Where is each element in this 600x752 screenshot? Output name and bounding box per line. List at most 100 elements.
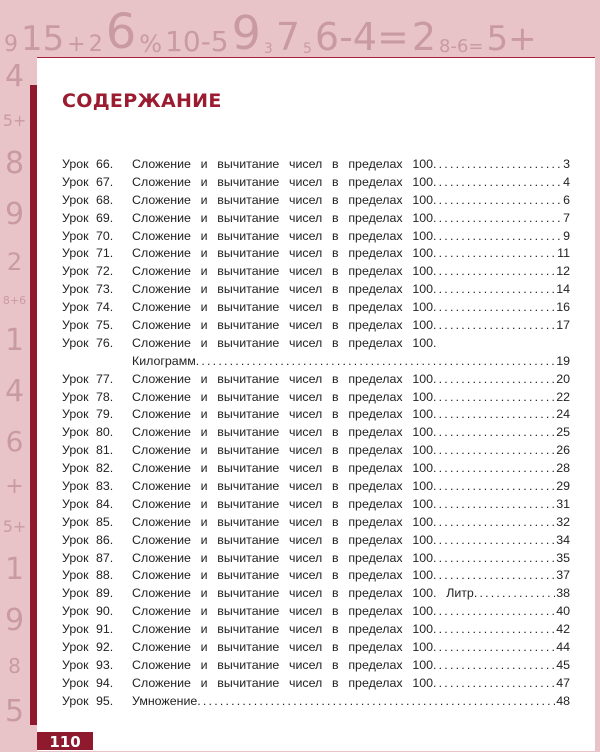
lesson-title: Сложение и вычитание чисел в пределах 10… [132, 228, 434, 243]
lesson-title: Сложение и вычитание чисел в пределах 10… [132, 657, 434, 672]
decor-number: 5+ [486, 19, 537, 59]
page-ref: 28 [556, 461, 570, 476]
lesson-title: Сложение и вычитание чисел в пределах 10… [132, 479, 434, 494]
toc-entry[interactable]: Урок 84. Сложение и вычитание чисел в пре… [62, 496, 570, 514]
toc-entry[interactable]: Урок 90. Сложение и вычитание чисел в пре… [62, 603, 570, 621]
toc-entry[interactable]: Урок 68. Сложение и вычитание чисел в пре… [62, 192, 570, 210]
dot-leader [433, 281, 555, 299]
dot-leader [433, 442, 555, 460]
decor-number: 2 [411, 15, 437, 59]
decor-number: 9 [4, 602, 25, 638]
lesson-label: Урок 87. [62, 550, 114, 565]
lesson-title: Сложение и вычитание чисел в пределах 10… [132, 640, 434, 655]
lesson-title: Сложение и вычитание чисел в пределах 10… [132, 532, 434, 547]
page-ref: 14 [556, 282, 570, 297]
dot-leader [433, 371, 555, 389]
decor-number: 5+ [2, 516, 27, 536]
toc-entry[interactable]: Урок 95. Умножение 48 [62, 693, 570, 711]
dot-leader [433, 496, 555, 514]
toc-entry[interactable]: Урок 89. Сложение и вычитание чисел в пре… [62, 585, 570, 603]
toc-entry[interactable]: Урок 82. Сложение и вычитание чисел в пре… [62, 460, 570, 478]
indent [62, 353, 132, 371]
toc-entry[interactable]: Урок 91. Сложение и вычитание чисел в пре… [62, 621, 570, 639]
toc-entry[interactable]: Урок 73. Сложение и вычитание чисел в пре… [62, 281, 570, 299]
toc-entry[interactable]: Урок 88. Сложение и вычитание чисел в пре… [62, 567, 570, 585]
lesson-label: Урок 69. [62, 210, 114, 225]
page-ref: 24 [556, 407, 570, 422]
lesson-title: Сложение и вычитание чисел в пределах 10… [132, 264, 434, 279]
toc-entry[interactable]: Урок 81. Сложение и вычитание чисел в пре… [62, 442, 570, 460]
lesson-title: Сложение и вычитание чисел в пределах 10… [132, 157, 434, 171]
toc-entry[interactable]: Урок 93. Сложение и вычитание чисел в пре… [62, 657, 570, 675]
page-ref: 47 [556, 675, 570, 690]
toc-entry[interactable]: Урок 94. Сложение и вычитание чисел в пре… [62, 675, 570, 693]
lesson-label: Урок 68. [62, 192, 114, 207]
lesson-label: Урок 77. [62, 371, 114, 386]
dot-leader [433, 210, 562, 228]
page-ref: 3 [563, 157, 570, 171]
decor-number: 6-4= [314, 15, 409, 59]
lesson-label: Урок 93. [62, 657, 114, 672]
dot-leader [433, 621, 555, 639]
toc-entry[interactable]: Урок 92. Сложение и вычитание чисел в пре… [62, 639, 570, 657]
lesson-title: Сложение и вычитание чисел в пределах 10… [132, 300, 434, 315]
toc-entry[interactable]: Урок 77. Сложение и вычитание чисел в пре… [62, 371, 570, 389]
toc-entry[interactable]: Урок 69. Сложение и вычитание чисел в пре… [62, 210, 570, 228]
toc-entry[interactable]: Урок 87. Сложение и вычитание чисел в пре… [62, 550, 570, 568]
toc-entry[interactable]: Урок 71. Сложение и вычитание чисел в пре… [62, 245, 570, 263]
background-numbers-left: 4 5+ 8 9 2 8+6 1 4 6 +5+ 1 9 8 5 [0, 62, 29, 727]
toc-entry-continuation[interactable]: Килограмм 19 [62, 353, 570, 371]
page-ref: 12 [556, 264, 570, 279]
dot-leader [197, 693, 555, 711]
toc-entry[interactable]: Урок 66. Сложение и вычитание чисел в пре… [62, 156, 570, 174]
page-ref: 40 [556, 604, 570, 619]
toc-entry[interactable]: Урок 83. Сложение и вычитание чисел в пре… [62, 478, 570, 496]
lesson-title: Сложение и вычитание чисел в пределах 10… [132, 210, 434, 225]
toc-entry[interactable]: Урок 78. Сложение и вычитание чисел в пре… [62, 389, 570, 407]
decor-number: 9 [4, 196, 25, 232]
lesson-label: Урок 85. [62, 514, 114, 529]
toc-entry[interactable]: Урок 74. Сложение и вычитание чисел в пре… [62, 299, 570, 317]
dot-leader [433, 460, 555, 478]
toc-entry[interactable]: Урок 72. Сложение и вычитание чисел в пре… [62, 263, 570, 281]
lesson-label: Урок 83. [62, 479, 114, 494]
lesson-label: Урок 92. [62, 640, 114, 655]
decor-number: 4 [4, 373, 25, 409]
toc-entry[interactable]: Урок 76. Сложение и вычитание чисел в пре… [62, 335, 570, 353]
toc-entry[interactable]: Урок 70. Сложение и вычитание чисел в пре… [62, 228, 570, 246]
lesson-label: Урок 81. [62, 443, 114, 458]
dot-leader [433, 263, 555, 281]
dot-leader [433, 192, 562, 210]
page-ref: 35 [556, 550, 570, 565]
decor-number: % [139, 30, 163, 58]
dot-leader [433, 389, 555, 407]
toc-entry[interactable]: Урок 80. Сложение и вычитание чисел в пре… [62, 424, 570, 442]
decor-number: 5 [4, 693, 25, 729]
decor-number: 15 [21, 19, 65, 59]
lesson-label: Урок 91. [62, 622, 114, 637]
lesson-title: Сложение и вычитание чисел в пределах 10… [132, 407, 434, 422]
left-accent-bar [30, 85, 37, 725]
page-ref: 22 [556, 389, 570, 404]
background-numbers-top: 9 15 +2 6% 10-5 9 3 7 5 6-4= 2 8-6= 5+ [4, 2, 596, 56]
lesson-title: Сложение и вычитание чисел в пределах 10… [132, 174, 434, 189]
dot-leader [433, 603, 555, 621]
decor-number: 1 [4, 552, 25, 588]
decor-number: + [67, 32, 86, 57]
dot-leader [433, 406, 555, 424]
page-ref: 38 [556, 586, 570, 601]
decor-number: 8 [8, 654, 21, 679]
toc-entry[interactable]: Урок 85. Сложение и вычитание чисел в пре… [62, 514, 570, 532]
page-ref: 25 [556, 425, 570, 440]
page-ref: 11 [557, 246, 570, 261]
page-ref: 48 [556, 693, 570, 708]
toc-entry[interactable]: Урок 79. Сложение и вычитание чисел в пре… [62, 406, 570, 424]
toc-entry[interactable]: Урок 75. Сложение и вычитание чисел в пре… [62, 317, 570, 335]
decor-number: 8+6 [2, 293, 27, 307]
page-number: 110 [37, 732, 93, 751]
decor-number: 3 [263, 41, 273, 57]
lesson-title: Сложение и вычитание чисел в пределах 10… [132, 622, 434, 637]
toc-entry[interactable]: Урок 86. Сложение и вычитание чисел в пре… [62, 532, 570, 550]
dot-leader [433, 228, 562, 246]
toc-entry[interactable]: Урок 67. Сложение и вычитание чисел в пре… [62, 174, 570, 192]
